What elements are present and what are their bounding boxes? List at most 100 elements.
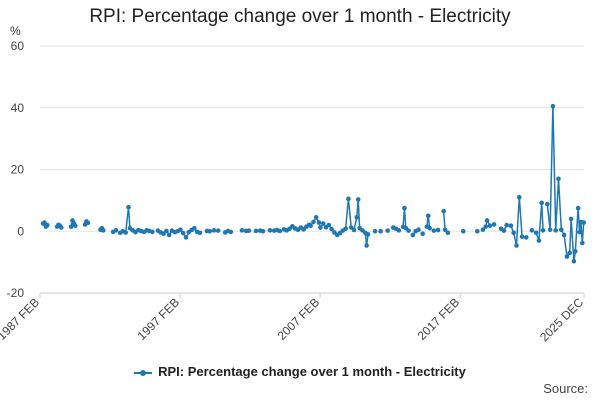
data-point[interactable] <box>540 228 546 233</box>
data-point[interactable] <box>416 227 421 233</box>
data-point[interactable] <box>539 200 545 206</box>
legend[interactable]: RPI: Percentage change over 1 month - El… <box>0 364 600 379</box>
data-point[interactable] <box>425 213 431 219</box>
y-axis-unit-label: % <box>10 24 21 38</box>
data-point[interactable] <box>313 215 319 220</box>
data-point[interactable] <box>126 204 131 210</box>
data-point[interactable] <box>573 249 578 254</box>
data-point[interactable] <box>364 243 369 248</box>
data-point[interactable] <box>215 228 221 233</box>
data-point[interactable] <box>484 218 490 223</box>
data-point[interactable] <box>239 228 245 233</box>
data-point[interactable] <box>183 235 189 240</box>
data-point[interactable] <box>180 230 186 236</box>
data-point[interactable] <box>487 223 493 228</box>
data-point[interactable] <box>123 230 129 235</box>
data-point[interactable] <box>547 227 553 233</box>
data-point[interactable] <box>406 228 411 233</box>
data-point[interactable] <box>343 226 348 232</box>
data-point[interactable] <box>277 228 283 234</box>
data-point[interactable] <box>197 230 203 236</box>
data-point[interactable] <box>501 228 507 233</box>
series-line-segment <box>403 208 407 229</box>
data-point[interactable] <box>178 227 183 233</box>
data-point[interactable] <box>533 230 539 236</box>
data-point[interactable] <box>564 254 570 259</box>
data-point[interactable] <box>365 232 371 237</box>
data-point[interactable] <box>355 197 361 202</box>
data-point[interactable] <box>326 222 332 228</box>
data-point[interactable] <box>550 103 556 109</box>
data-point[interactable] <box>483 224 488 229</box>
data-point[interactable] <box>329 226 334 232</box>
data-point[interactable] <box>553 228 559 233</box>
data-point[interactable] <box>346 196 351 202</box>
data-point[interactable] <box>529 228 535 233</box>
series-line-segment <box>563 234 568 257</box>
data-point[interactable] <box>441 208 446 214</box>
data-point[interactable] <box>427 225 432 231</box>
data-point[interactable] <box>207 228 213 234</box>
data-point[interactable] <box>431 228 437 233</box>
data-point[interactable] <box>113 228 119 233</box>
data-point[interactable] <box>44 222 50 228</box>
data-point[interactable] <box>316 220 322 225</box>
data-point[interactable] <box>571 258 577 264</box>
data-point[interactable] <box>420 231 425 237</box>
data-point[interactable] <box>559 227 564 233</box>
data-point[interactable] <box>372 228 378 234</box>
data-point[interactable] <box>351 227 357 233</box>
data-point[interactable] <box>445 230 451 236</box>
data-point[interactable] <box>354 215 360 220</box>
data-point[interactable] <box>85 220 91 226</box>
data-point[interactable] <box>514 243 519 248</box>
data-point[interactable] <box>474 228 480 234</box>
data-point[interactable] <box>511 230 516 236</box>
data-point[interactable] <box>410 232 416 238</box>
data-point[interactable] <box>568 216 574 222</box>
data-point[interactable] <box>58 225 64 230</box>
data-point[interactable] <box>536 238 542 243</box>
data-point[interactable] <box>260 228 266 234</box>
data-point[interactable] <box>301 227 306 232</box>
data-point[interactable] <box>580 240 585 246</box>
data-point[interactable] <box>402 205 407 211</box>
data-point[interactable] <box>318 225 323 230</box>
data-point[interactable] <box>161 231 166 237</box>
data-point[interactable] <box>556 176 561 182</box>
data-point[interactable] <box>308 223 313 228</box>
data-point[interactable] <box>164 228 169 234</box>
data-point[interactable] <box>311 219 316 225</box>
data-point[interactable] <box>504 222 509 228</box>
data-point[interactable] <box>460 228 466 234</box>
data-point[interactable] <box>267 228 273 233</box>
data-point[interactable] <box>435 227 441 233</box>
data-point[interactable] <box>150 229 155 235</box>
data-point[interactable] <box>192 225 197 231</box>
data-point[interactable] <box>72 223 78 228</box>
data-point[interactable] <box>68 224 74 229</box>
data-point[interactable] <box>575 205 581 211</box>
data-point[interactable] <box>491 222 497 227</box>
data-point[interactable] <box>442 227 448 233</box>
data-point[interactable] <box>561 232 567 238</box>
data-point[interactable] <box>246 228 252 233</box>
data-point[interactable] <box>508 223 514 228</box>
data-point[interactable] <box>166 232 172 238</box>
data-point[interactable] <box>480 227 486 233</box>
data-point[interactable] <box>211 228 217 233</box>
data-point[interactable] <box>228 229 234 235</box>
data-point[interactable] <box>577 229 582 235</box>
data-point[interactable] <box>523 235 529 240</box>
data-point[interactable] <box>101 228 106 233</box>
data-point[interactable] <box>378 228 383 234</box>
data-point[interactable] <box>396 228 402 233</box>
data-point[interactable] <box>385 228 390 233</box>
data-point[interactable] <box>545 201 550 207</box>
data-point[interactable] <box>320 221 326 226</box>
data-point[interactable] <box>567 250 573 256</box>
data-point[interactable] <box>519 234 525 240</box>
data-point[interactable] <box>581 220 587 225</box>
data-point[interactable] <box>516 194 522 200</box>
data-point[interactable] <box>253 228 259 234</box>
